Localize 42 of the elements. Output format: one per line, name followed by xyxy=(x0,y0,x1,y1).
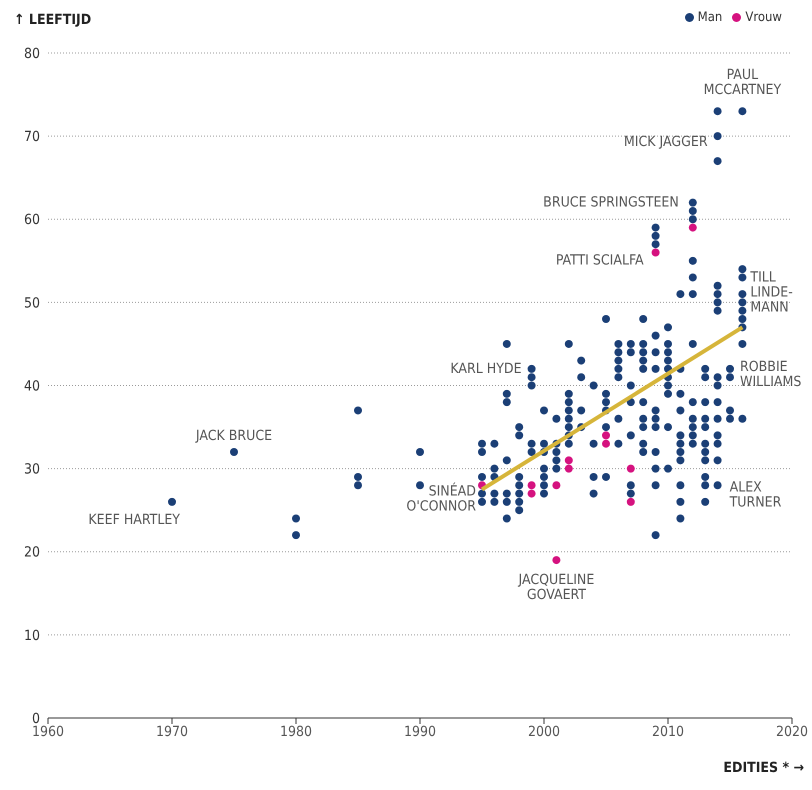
annotation: SINÉAD O'CONNOR xyxy=(406,482,476,514)
point xyxy=(552,556,560,564)
annotation: ALEX TURNER xyxy=(728,479,782,510)
annotation: MICK JAGGER xyxy=(624,134,708,150)
annotation: JACQUELINE GOVAERT xyxy=(517,572,594,604)
x-tick-label: 1990 xyxy=(404,724,436,740)
x-tick-label: 2010 xyxy=(652,724,684,740)
y-tick-label: 70 xyxy=(24,129,40,146)
y-tick-label: 60 xyxy=(24,212,40,228)
y-tick-label: 40 xyxy=(24,378,40,394)
y-tick-label: 80 xyxy=(24,46,40,62)
point xyxy=(564,456,573,464)
legend-label: Vrouw xyxy=(745,10,782,25)
annotation: JACK BRUCE xyxy=(194,428,272,444)
x-tick-label: 1980 xyxy=(280,724,312,740)
x-tick-label: 2000 xyxy=(528,724,560,740)
annotation: ROBBIE WILLIAMS xyxy=(740,358,802,390)
y-tick-label: 30 xyxy=(24,462,40,478)
annotation: TILL LINDE- MANN xyxy=(749,269,793,316)
point xyxy=(602,440,610,448)
point xyxy=(652,248,660,256)
y-tick-label: 10 xyxy=(24,628,40,644)
y-tick-label: 50 xyxy=(24,295,40,312)
point xyxy=(564,464,573,473)
point xyxy=(688,224,697,232)
annotation: KARL HYDE xyxy=(450,360,522,377)
x-axis-title: EDITIES * → xyxy=(723,760,804,776)
legend-label: Man xyxy=(698,10,722,25)
point xyxy=(626,464,635,473)
point xyxy=(528,481,536,490)
annotation: BRUCE SPRINGSTEEN xyxy=(543,194,679,211)
x-tick-label: 1970 xyxy=(156,724,188,740)
point xyxy=(528,490,536,498)
x-tick-label: 2020 xyxy=(776,724,808,740)
annotation: PAUL MCCARTNEY xyxy=(704,67,782,98)
point xyxy=(602,431,610,440)
point xyxy=(626,498,635,506)
annotation: KEEF HARTLEY xyxy=(88,512,180,528)
y-axis-title: ↑ LEEFTIJD xyxy=(14,12,92,28)
annotation: PATTI SCIALFA xyxy=(556,252,644,268)
point xyxy=(552,481,560,490)
y-tick-label: 20 xyxy=(24,544,40,561)
